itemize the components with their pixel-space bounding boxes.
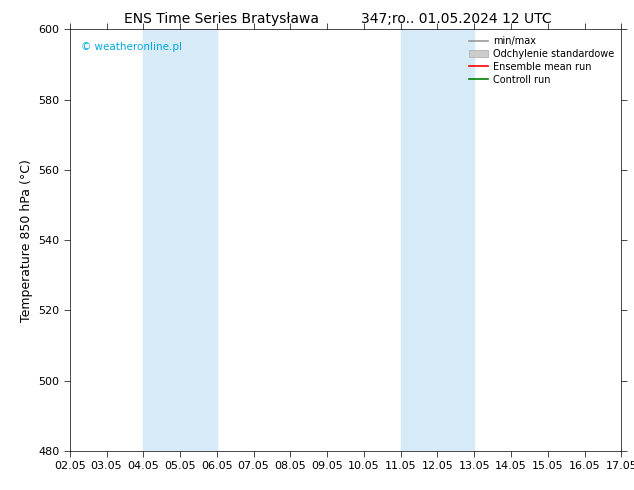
Text: © weatheronline.pl: © weatheronline.pl — [81, 42, 182, 52]
Text: ENS Time Series Bratysława: ENS Time Series Bratysława — [124, 12, 320, 26]
Bar — [401, 29, 474, 451]
Bar — [143, 29, 217, 451]
Y-axis label: Temperature 850 hPa (°C): Temperature 850 hPa (°C) — [20, 159, 32, 321]
Legend: min/max, Odchylenie standardowe, Ensemble mean run, Controll run: min/max, Odchylenie standardowe, Ensembl… — [465, 32, 618, 89]
Text: 347;ro.. 01.05.2024 12 UTC: 347;ro.. 01.05.2024 12 UTC — [361, 12, 552, 26]
